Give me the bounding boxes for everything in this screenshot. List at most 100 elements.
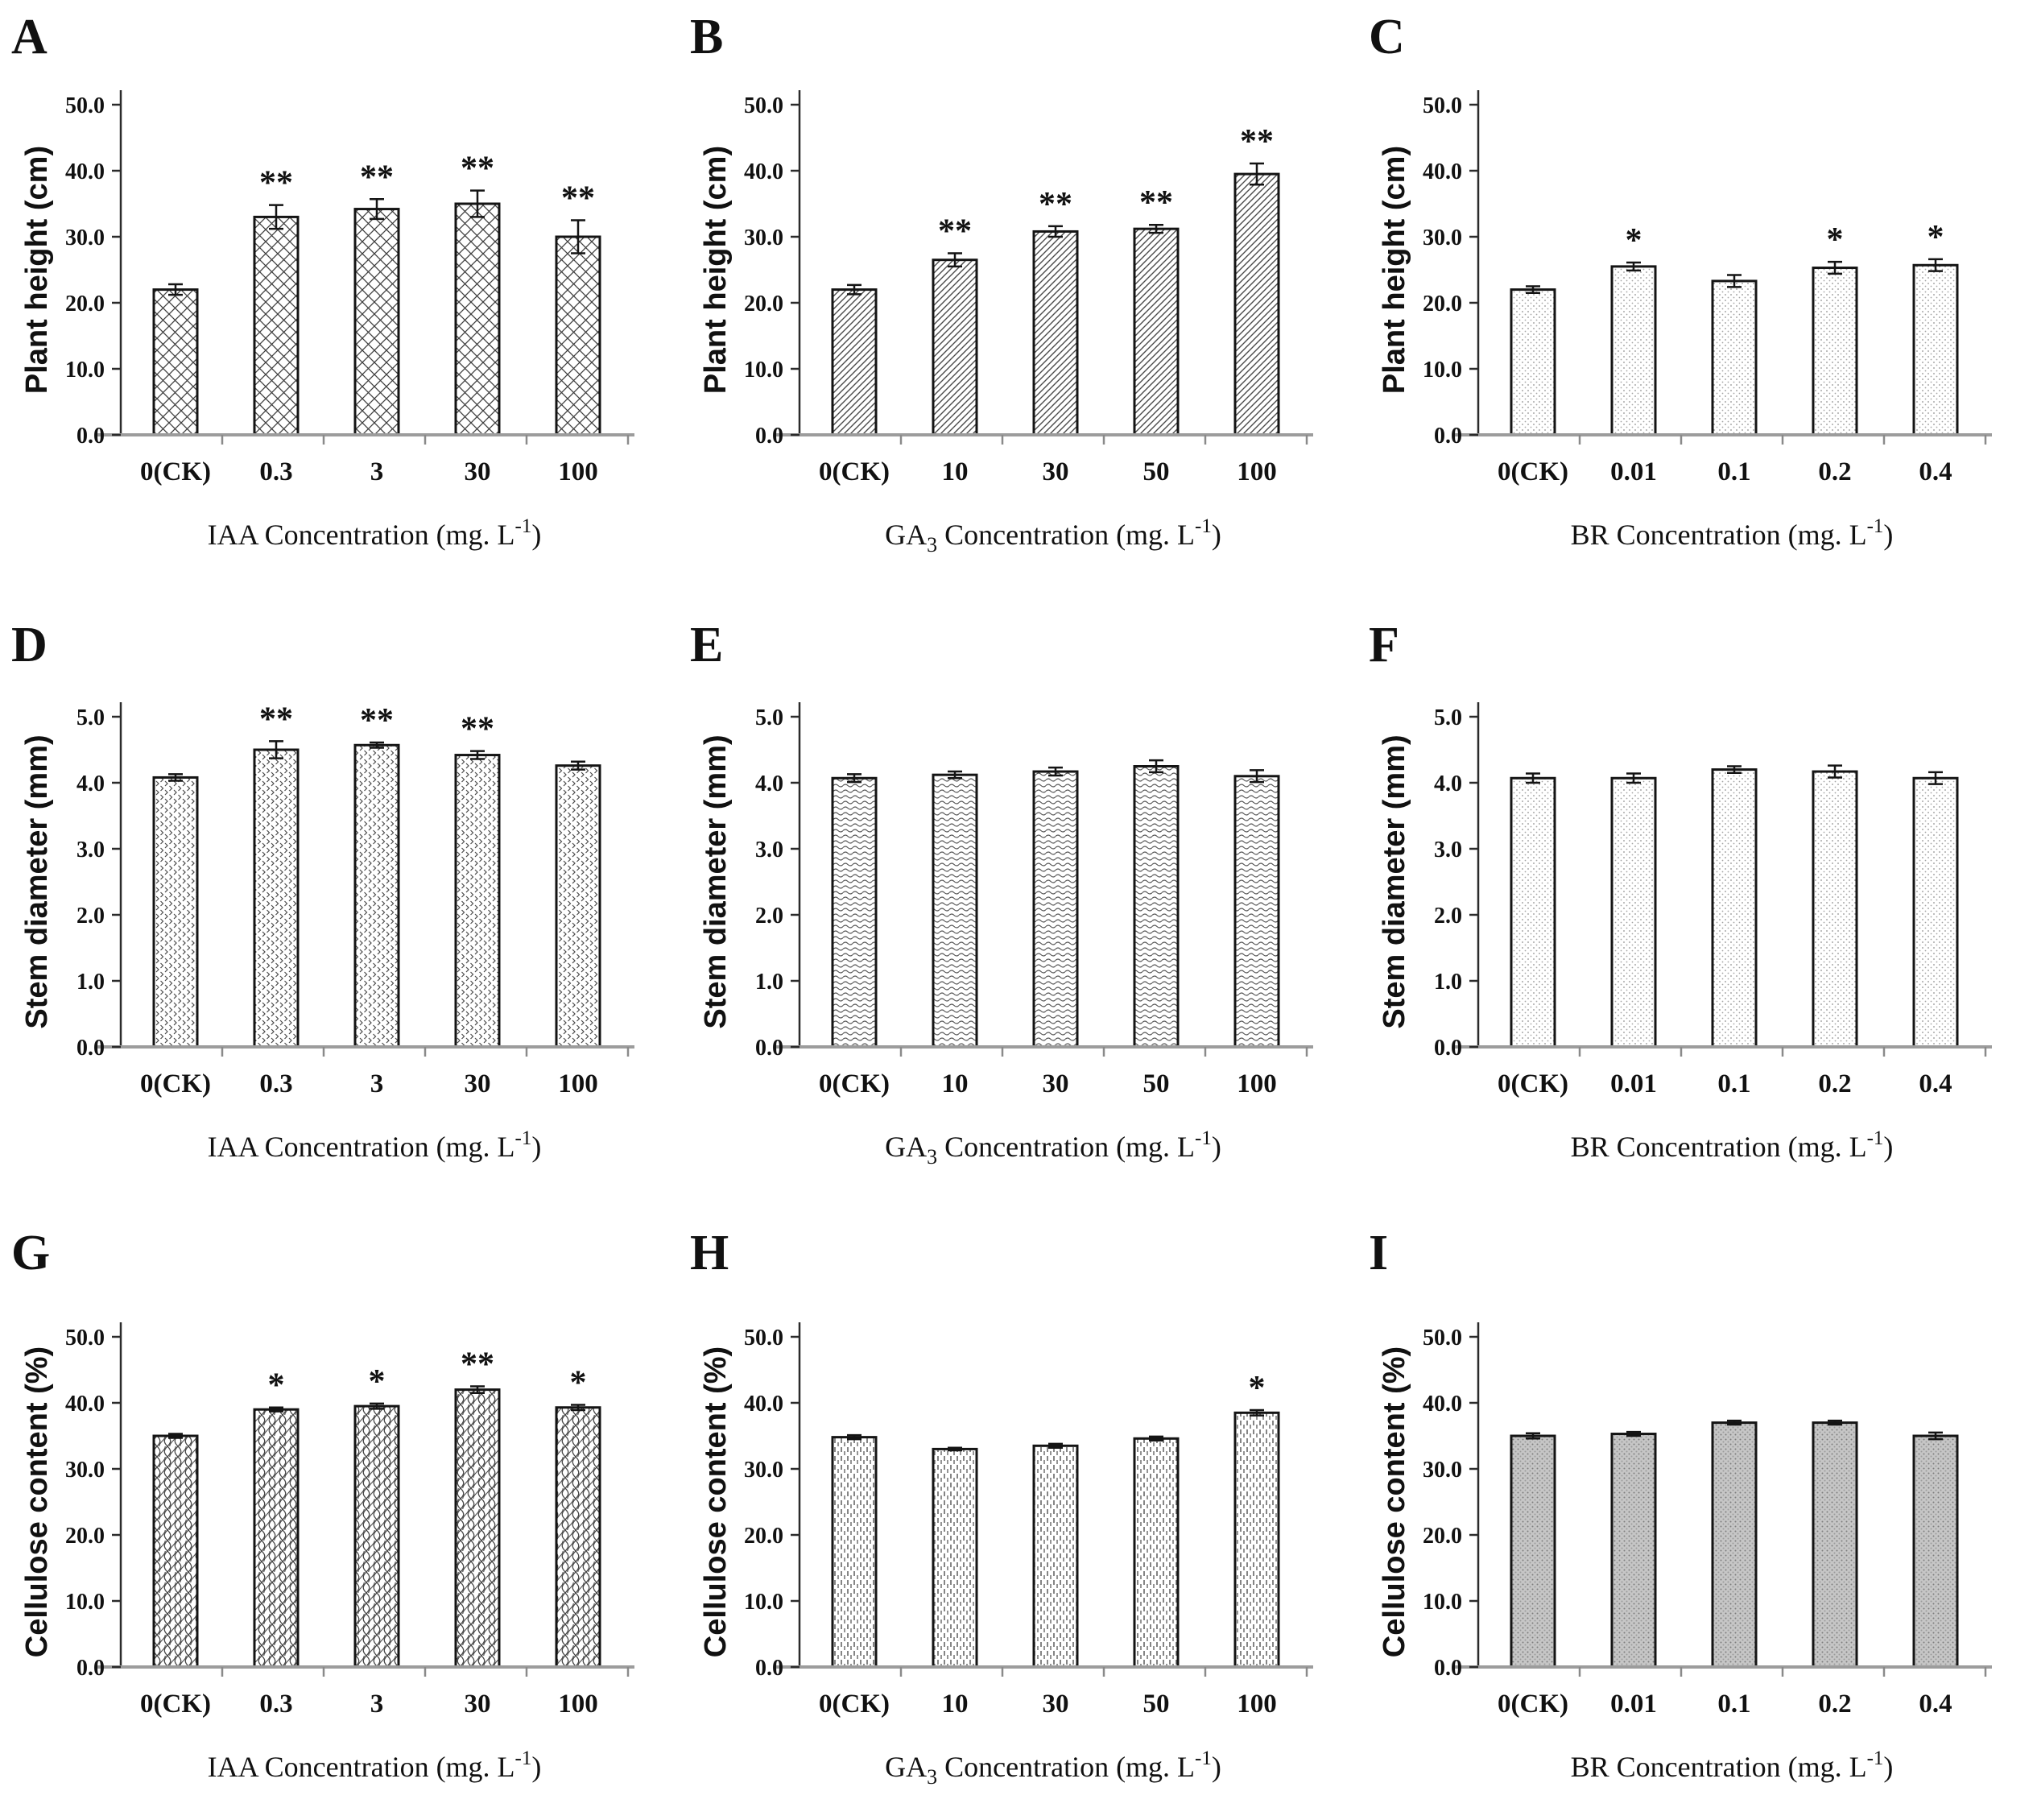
y-tick-label: 5.0 <box>755 705 783 730</box>
y-tick-label: 20.0 <box>744 292 783 316</box>
panel-letter: C <box>1369 10 1405 64</box>
x-axis-title: BR Concentration (mg. L-1) <box>1571 1127 1894 1163</box>
bar <box>454 202 501 436</box>
x-axis-title-tail: Concentration (mg. L <box>1609 1751 1867 1783</box>
y-tick-label: 20.0 <box>65 1524 105 1549</box>
x-tick-label: 0.1 <box>1717 1690 1750 1719</box>
panel-letter: E <box>690 618 723 672</box>
bar <box>1610 265 1657 436</box>
x-tick-label: 0.3 <box>259 1690 292 1719</box>
bar <box>555 1406 601 1669</box>
y-tick-label: 40.0 <box>1423 1392 1462 1417</box>
bar <box>1233 775 1280 1049</box>
error-bar <box>168 773 183 782</box>
y-tick-label: 4.0 <box>755 771 783 796</box>
x-axis-title-superscript: -1 <box>1867 515 1884 537</box>
x-axis-title-tail: Concentration (mg. L <box>937 1131 1195 1163</box>
bar <box>1610 1433 1657 1669</box>
error-bar <box>948 770 962 780</box>
y-tick-label: 40.0 <box>65 1392 105 1417</box>
y-tick-label: 3.0 <box>76 838 105 862</box>
x-axis-title-superscript: -1 <box>1195 1748 1212 1769</box>
bar <box>1032 1444 1079 1669</box>
x-tick-label: 50 <box>1143 1069 1170 1098</box>
y-tick-label: 30.0 <box>744 1458 783 1483</box>
x-tick-label: 3 <box>370 457 384 486</box>
bar <box>555 235 601 436</box>
significance-marker: ** <box>938 213 972 250</box>
y-tick-label: 20.0 <box>744 1524 783 1549</box>
x-axis-title-superscript: -1 <box>1195 515 1212 537</box>
bar <box>1032 230 1079 436</box>
error-bar <box>847 283 861 296</box>
y-tick-label: 10.0 <box>1423 1590 1462 1615</box>
panel-A: A ** ** ** ** 0.0 10.0 20.0 30.0 40.0 50.0 0(CK) 0.3… <box>0 0 679 608</box>
y-tick-label: 0.0 <box>76 1036 105 1061</box>
y-tick-label: 2.0 <box>1434 904 1462 929</box>
bar <box>253 748 300 1049</box>
y-axis-title: Stem diameter (mm) <box>699 734 733 1028</box>
bar <box>152 288 199 436</box>
y-tick-label: 0.0 <box>755 424 783 449</box>
x-tick-label: 10 <box>942 1069 969 1098</box>
error-bar <box>269 1406 283 1413</box>
significance-marker: * <box>1626 222 1642 259</box>
significance-marker: * <box>268 1367 285 1404</box>
error-bar <box>1626 772 1641 784</box>
significance-marker: ** <box>461 151 494 188</box>
y-tick-label: 10.0 <box>65 1590 105 1615</box>
x-tick-label: 0(CK) <box>819 1690 890 1719</box>
bar <box>932 1447 978 1669</box>
y-tick-label: 10.0 <box>744 1590 783 1615</box>
y-tick-label: 40.0 <box>744 159 783 184</box>
x-tick-label: 3 <box>370 1069 384 1098</box>
y-tick-label: 50.0 <box>1423 93 1462 118</box>
error-bar <box>370 1402 384 1410</box>
y-tick-label: 50.0 <box>1423 1326 1462 1351</box>
error-bar <box>571 1404 585 1412</box>
error-bar <box>269 740 283 759</box>
x-axis-title-main: BR <box>1571 519 1609 551</box>
panel-G: G * * ** * 0.0 10.0 20.0 30.0 40.0 50.0 0(CK) 0.3 3 30… <box>0 1216 679 1820</box>
y-tick-label: 40.0 <box>744 1392 783 1417</box>
y-axis-title: Stem diameter (mm) <box>20 734 54 1028</box>
x-tick-label: 0.2 <box>1818 1069 1851 1098</box>
y-tick-label: 1.0 <box>755 970 783 995</box>
x-tick-label: 50 <box>1143 1690 1170 1719</box>
x-tick-label: 0.2 <box>1818 1690 1851 1719</box>
x-tick-label: 0.4 <box>1919 457 1952 486</box>
y-tick-label: 10.0 <box>744 358 783 383</box>
x-tick-label: 0(CK) <box>140 1069 211 1098</box>
x-tick-label: 100 <box>1237 457 1277 486</box>
x-axis-title: GA3 Concentration (mg. L-1) <box>885 1127 1221 1169</box>
x-axis-title-tail: Concentration (mg. L <box>1609 1131 1867 1163</box>
significance-marker: ** <box>461 1346 494 1384</box>
x-tick-label: 0(CK) <box>140 457 211 486</box>
x-axis-title: IAA Concentration (mg. L-1) <box>208 1127 542 1163</box>
x-tick-label: 0(CK) <box>819 457 890 486</box>
y-tick-label: 3.0 <box>755 838 783 862</box>
x-tick-label: 0(CK) <box>140 1690 211 1719</box>
x-axis-title-tail: Concentration (mg. L <box>937 1751 1195 1783</box>
x-tick-label: 0(CK) <box>1498 1069 1568 1098</box>
panel-I: I 0.0 10.0 20.0 30.0 40.0 50.0 0(CK) 0.01 0.1 0.2 0… <box>1357 1216 2037 1820</box>
error-bar <box>571 219 585 254</box>
x-axis-title: IAA Concentration (mg. L-1) <box>208 1748 542 1783</box>
error-bar <box>470 1385 485 1394</box>
panel-A-chart: A ** ** ** ** 0.0 10.0 20.0 30.0 40.0 50.0 0(CK) 0.3… <box>11 10 634 551</box>
x-tick-label: 100 <box>558 1690 598 1719</box>
panel-letter: I <box>1369 1226 1388 1280</box>
y-tick-label: 2.0 <box>76 904 105 929</box>
error-bar <box>1928 1431 1943 1441</box>
x-tick-label: 0.01 <box>1610 1690 1657 1719</box>
error-bar <box>1928 258 1943 272</box>
x-axis-title-superscript: -1 <box>1195 1127 1212 1149</box>
panel-D: D ** ** ** 0.0 1.0 2.0 3.0 4.0 5.0 0(CK) 0.3 3 30 100 S… <box>0 608 679 1216</box>
x-axis-title-main: BR <box>1571 1131 1609 1163</box>
bar <box>353 1404 400 1669</box>
bar <box>1510 776 1556 1049</box>
bar <box>152 1434 199 1669</box>
x-axis-title-main: IAA <box>208 1131 259 1163</box>
panel-letter: B <box>690 10 723 64</box>
bar <box>454 1388 501 1669</box>
